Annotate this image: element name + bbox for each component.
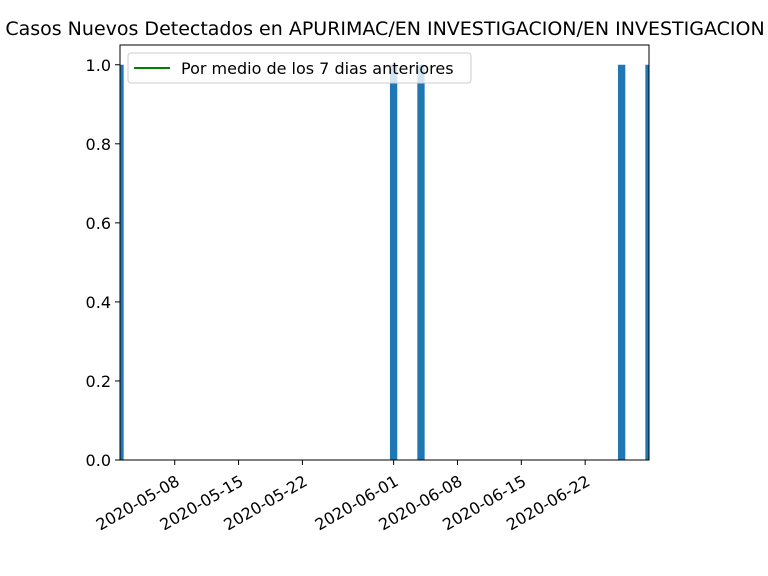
- legend: Por medio de los 7 dias anteriores: [127, 52, 472, 84]
- bar: [120, 64, 124, 460]
- bar: [389, 64, 398, 460]
- y-tick-label: 0.2: [86, 372, 111, 391]
- bar: [617, 64, 626, 460]
- legend-frame: [127, 52, 472, 84]
- y-tick-label: 0.8: [86, 135, 111, 154]
- y-tick-label: 0.4: [86, 293, 111, 312]
- bar: [417, 64, 425, 460]
- y-tick-label: 1.0: [86, 56, 111, 75]
- bars-layer: [120, 64, 649, 460]
- y-tick-label: 0.0: [86, 451, 111, 470]
- legend-label: Por medio de los 7 dias anteriores: [181, 59, 454, 78]
- bar: [645, 64, 649, 460]
- y-tick-label: 0.6: [86, 214, 111, 233]
- chart-title: Casos Nuevos Detectados en APURIMAC/EN I…: [5, 18, 764, 40]
- plot-area-frame: [119, 44, 650, 461]
- y-axis: 0.0 0.2 0.4 0.6 0.8 1.0: [86, 56, 120, 470]
